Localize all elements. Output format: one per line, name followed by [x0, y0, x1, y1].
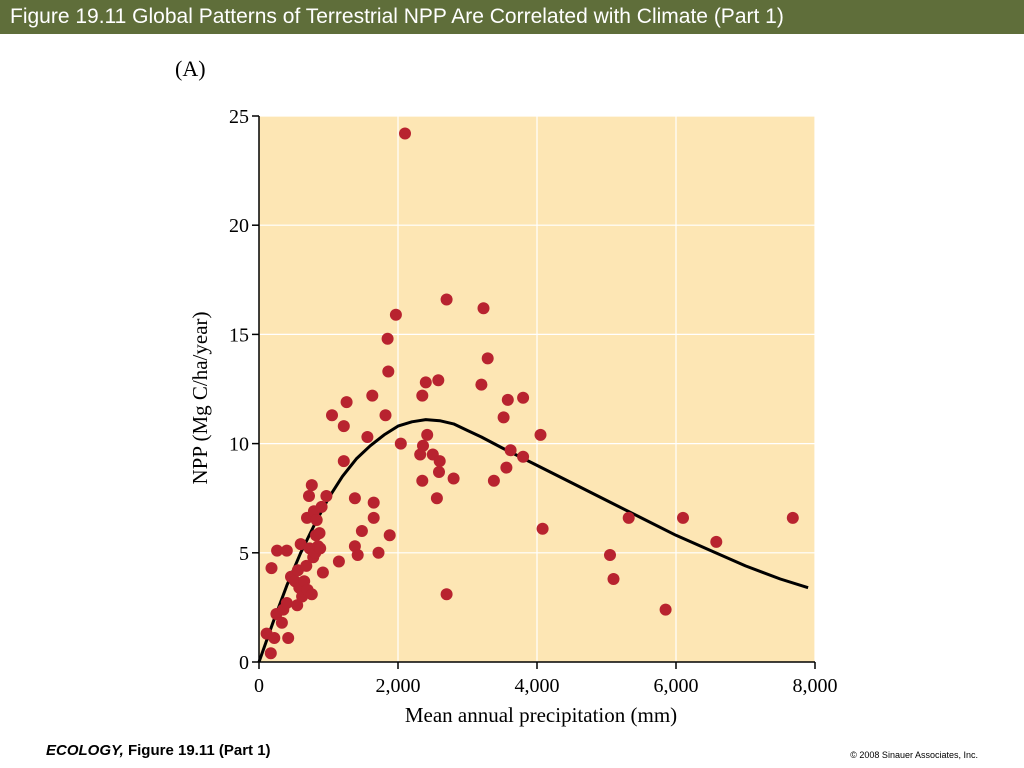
data-point [786, 511, 799, 524]
y-tick-label: 5 [239, 543, 249, 565]
y-tick-label: 0 [239, 652, 249, 674]
data-point [332, 555, 345, 568]
data-point [622, 511, 635, 524]
x-tick-label: 6,000 [654, 675, 699, 697]
data-point [280, 544, 293, 557]
data-point [265, 562, 278, 575]
y-tick-label: 15 [229, 324, 249, 346]
x-tick-label: 2,000 [376, 675, 421, 697]
x-tick-label: 4,000 [515, 675, 560, 697]
footer-book-credit: ECOLOGY, Figure 19.11 (Part 1) [46, 742, 271, 759]
data-point [305, 588, 318, 601]
data-point [416, 389, 429, 402]
data-point [313, 527, 326, 540]
data-point [280, 597, 293, 609]
data-point [351, 549, 364, 561]
data-point [416, 474, 429, 487]
data-point [303, 490, 315, 502]
data-point [432, 374, 445, 387]
plot-area: 0 2,000 4,000 6,000 8,000 0 5 10 15 20 25 [229, 106, 838, 697]
data-point [440, 293, 453, 306]
footer-figure-ref: Figure 19.11 (Part 1) [123, 742, 271, 759]
data-point [381, 332, 394, 345]
data-point [366, 389, 379, 402]
y-tick-label: 10 [229, 434, 249, 456]
y-tick-label: 25 [229, 106, 249, 128]
npp-scatter-chart: 0 2,000 4,000 6,000 8,000 0 5 10 15 20 25 (A) Mean… [175, 56, 838, 727]
data-point [536, 522, 549, 535]
data-point [383, 529, 396, 542]
data-point [305, 479, 318, 492]
data-point [504, 444, 517, 457]
data-point [419, 376, 432, 389]
footer-copyright: © 2008 Sinauer Associates, Inc. [850, 750, 978, 760]
data-point [314, 542, 327, 555]
data-point [268, 632, 281, 644]
data-point [659, 603, 672, 616]
data-point [394, 437, 407, 450]
data-point [320, 490, 333, 502]
data-point [447, 472, 460, 485]
data-point [340, 396, 353, 409]
x-tick-label: 0 [254, 675, 264, 697]
data-point [348, 492, 361, 505]
data-point [291, 599, 304, 612]
data-point [315, 500, 328, 513]
data-point [677, 511, 689, 524]
data-point [500, 461, 513, 474]
y-axis-label: NPP (Mg C/ha/year) [188, 311, 212, 484]
data-point [264, 647, 277, 660]
x-axis-label: Mean annual precipitation (mm) [405, 703, 677, 727]
data-point [433, 466, 445, 478]
footer-book-title: ECOLOGY, [46, 742, 124, 759]
data-point [372, 546, 385, 559]
data-point [275, 616, 288, 629]
data-point [379, 409, 392, 422]
data-point [421, 428, 434, 441]
data-point [481, 352, 494, 365]
x-tick-label: 8,000 [793, 675, 838, 697]
y-tick-label: 20 [229, 215, 249, 237]
data-point [367, 511, 380, 524]
data-point [326, 409, 338, 422]
data-point [361, 431, 374, 443]
data-point [517, 450, 530, 463]
data-point [282, 632, 295, 644]
data-point [355, 525, 368, 537]
data-point [477, 302, 490, 315]
data-point [607, 573, 620, 585]
data-point [534, 428, 547, 441]
data-point [382, 365, 395, 378]
data-point [440, 588, 453, 601]
data-point [389, 308, 402, 321]
data-point [497, 411, 510, 424]
data-point [604, 549, 616, 561]
data-point [337, 420, 350, 433]
data-point [430, 492, 443, 505]
data-point [710, 535, 723, 548]
data-point [475, 378, 488, 391]
data-point [433, 455, 446, 468]
data-point [399, 127, 411, 140]
data-point [271, 544, 284, 557]
data-point [517, 391, 530, 404]
data-point [487, 474, 500, 487]
page-title: Figure 19.11 Global Patterns of Terrestr… [0, 0, 1024, 34]
data-point [294, 538, 307, 551]
data-point [310, 514, 323, 526]
data-point [417, 439, 429, 452]
data-point [316, 566, 329, 579]
panel-label: (A) [175, 56, 206, 81]
data-point [300, 559, 313, 572]
data-point [501, 393, 514, 406]
data-point [367, 496, 380, 509]
data-point [337, 455, 350, 468]
